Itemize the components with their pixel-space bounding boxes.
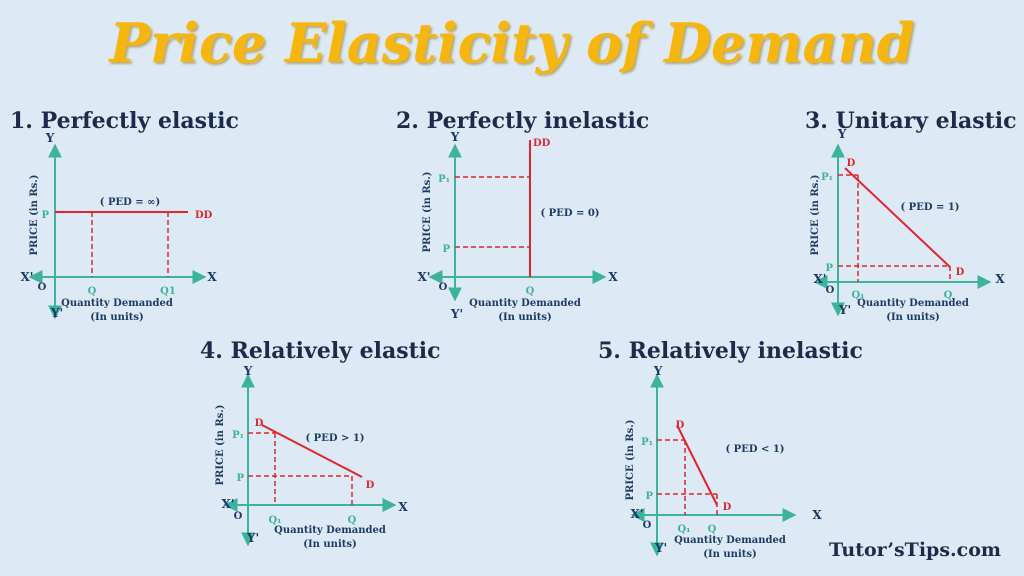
curve-label: P [825, 263, 833, 274]
x-axis-title: Quantity Demanded [674, 535, 786, 546]
y-axis-title: PRICE (in Rs.) [215, 404, 226, 485]
curve-label: D [255, 418, 264, 429]
axis-label: Y' [654, 541, 667, 555]
axis-label: X [608, 270, 618, 284]
axis-label: Y' [50, 306, 63, 320]
axis-label: X [812, 508, 822, 522]
axis-label: X' [814, 272, 827, 286]
curve-label: DD [195, 210, 213, 221]
panel-heading: 3. Unitary elastic [805, 108, 1017, 134]
axis-label: X' [21, 270, 34, 284]
axis-label: O [439, 282, 448, 293]
axis-label: X' [418, 270, 431, 284]
axis-label: Y [653, 364, 663, 378]
curve-label: Q [944, 290, 953, 301]
axis-label: O [643, 520, 652, 531]
curve-label: Q [88, 286, 97, 297]
demand-curve [844, 167, 951, 268]
y-axis-title: PRICE (in Rs.) [422, 171, 433, 252]
curve-label: ( PED = ∞) [100, 197, 160, 208]
axis-label: X' [222, 497, 235, 511]
y-axis-title: PRICE (in Rs.) [810, 174, 821, 255]
panel-heading: 4. Relatively elastic [200, 338, 441, 364]
brand: Tutor’sTips.com [829, 539, 1001, 561]
curve-label: Q [708, 524, 717, 535]
x-axis-title: (In units) [703, 549, 756, 560]
x-axis-title: (In units) [303, 539, 356, 550]
axis-label: Y' [450, 307, 463, 321]
curve-label: Q1 [160, 286, 176, 297]
axis-label: Y [450, 130, 460, 144]
demand-curve [676, 424, 718, 506]
axis-label: Y' [838, 303, 851, 317]
curve-label: ( PED < 1) [725, 444, 784, 455]
curve-label: D [723, 502, 732, 513]
curve-label: Q₁ [677, 524, 690, 535]
curve-label: ( PED = 0) [540, 208, 599, 219]
x-axis-title: Quantity Demanded [857, 298, 969, 309]
curve-label: DD [533, 138, 551, 149]
axis-label: Y [837, 127, 847, 141]
axis-label: O [826, 285, 835, 296]
curve-label: D [676, 420, 685, 431]
axis-label: X' [631, 507, 644, 521]
x-axis-title: (In units) [498, 312, 551, 323]
curve-label: Q₁ [268, 515, 281, 526]
x-axis-title: Quantity Demanded [274, 525, 386, 536]
curve-label: D [956, 267, 965, 278]
curve-label: Q [348, 515, 357, 526]
curve-label: P₁ [232, 430, 244, 441]
x-axis-title: Quantity Demanded [469, 298, 581, 309]
axis-label: X [995, 272, 1005, 286]
axis-label: Y [243, 364, 253, 378]
curve-label: P [236, 473, 244, 484]
y-axis-title: PRICE (in Rs.) [625, 419, 636, 500]
x-axis-title: Quantity Demanded [61, 298, 173, 309]
curve-label: P [645, 491, 653, 502]
curve-label: Q₁ [851, 290, 864, 301]
x-axis-title: (In units) [90, 312, 143, 323]
axis-label: O [38, 282, 47, 293]
curve-label: P [41, 210, 49, 221]
panel-heading: 2. Perfectly inelastic [396, 108, 649, 134]
axis-label: O [234, 511, 243, 522]
axis-label: X [398, 500, 408, 514]
curve-label: P₁ [821, 172, 833, 183]
axis-label: Y' [246, 531, 259, 545]
panel-heading: 1. Perfectly elastic [10, 108, 239, 134]
curve-label: P [442, 244, 450, 255]
x-axis-title: (In units) [886, 312, 939, 323]
panel-heading: 5. Relatively inelastic [598, 338, 863, 364]
curve-label: Q [526, 286, 535, 297]
page-title: Price Elasticity of Demand [107, 11, 914, 75]
demand-curve [261, 424, 363, 478]
curve-label: P₁ [641, 437, 653, 448]
curve-label: D [366, 480, 375, 491]
y-axis-title: PRICE (in Rs.) [29, 174, 40, 255]
curve-label: D [847, 158, 856, 169]
axis-label: Y [45, 131, 55, 145]
curve-label: ( PED = 1) [900, 202, 959, 213]
curve-label: ( PED > 1) [305, 433, 364, 444]
curve-label: P₁ [438, 174, 450, 185]
axis-label: X [207, 270, 217, 284]
